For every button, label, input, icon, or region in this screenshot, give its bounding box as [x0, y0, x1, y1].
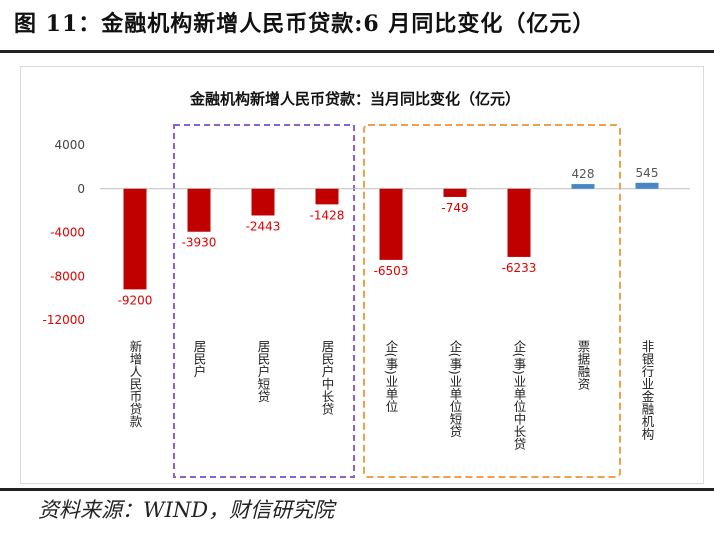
bar: [571, 184, 595, 189]
data-label: -9200: [118, 293, 153, 307]
bar: [315, 188, 339, 205]
category-label: 企(事)业单位短贷: [448, 339, 463, 438]
enterprise-group-box: [363, 124, 621, 478]
category-label: 企(事)业单位: [384, 339, 399, 412]
category-label: 票据融资: [576, 340, 591, 391]
y-tick-label: -12000: [42, 313, 85, 327]
y-tick-label: -8000: [50, 269, 85, 283]
category-label: 新增人民币贷款: [128, 339, 143, 428]
bottom-rule: [0, 488, 714, 491]
data-label: 545: [636, 166, 659, 180]
source-note: 资料来源：WIND，财信研究院: [38, 498, 335, 522]
data-label: -1428: [310, 208, 345, 222]
bar: [635, 182, 659, 189]
bar: [123, 188, 147, 290]
y-tick-label: 4000: [54, 138, 85, 152]
data-label: -6503: [374, 264, 409, 278]
figure-title: 图 11：金融机构新增人民币贷款:6 月同比变化（亿元）: [14, 11, 596, 37]
top-rule: [0, 50, 714, 53]
data-label: 428: [572, 167, 595, 181]
household-group-box: [173, 124, 355, 478]
bar: [379, 188, 403, 260]
category-label: 企(事)业单位中长贷: [512, 339, 527, 450]
bar: [507, 188, 531, 257]
data-label: -2443: [246, 219, 281, 233]
bar-chart: 金融机构新增人民币贷款：当月同比变化（亿元） 4000 0 -4000 -8000 -1…: [42, 90, 690, 478]
bar: [251, 188, 275, 216]
bar: [187, 188, 211, 232]
y-tick-label: 0: [77, 182, 85, 196]
chart-title: 金融机构新增人民币贷款：当月同比变化（亿元）: [189, 90, 520, 108]
data-label: -3930: [182, 236, 217, 250]
data-label: -6233: [502, 261, 537, 275]
category-label: 居民户中长贷: [320, 340, 335, 416]
category-label: 居民户短贷: [256, 340, 271, 403]
bar: [443, 188, 467, 197]
data-label: -749: [441, 201, 468, 215]
y-tick-label: -4000: [50, 226, 85, 240]
category-label: 非银行业金融机构: [640, 340, 655, 441]
category-label: 居民户: [192, 340, 207, 378]
